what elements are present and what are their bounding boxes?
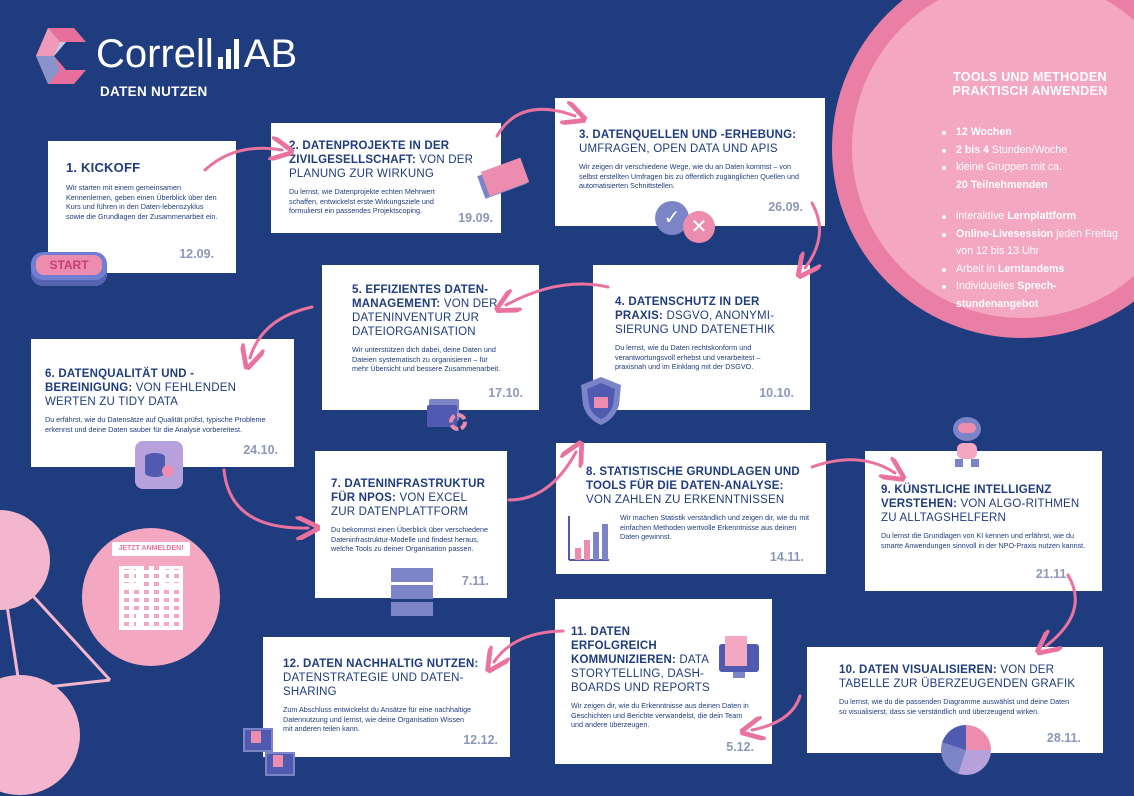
database-icon — [135, 441, 183, 489]
brand-name-part1: Correll — [96, 32, 214, 76]
file-sharing-icon — [243, 728, 295, 776]
module-text: Wir zeigen dir verschiedene Wege, wie du… — [579, 162, 800, 191]
check-x-bubbles-icon: ✓ ✕ — [653, 199, 719, 247]
module-title: 12. DATEN NACHHALTIG NUTZEN: DATENSTRATE… — [283, 658, 479, 698]
arrow-4-5 — [506, 282, 610, 305]
module-text: Du lernst, wie du Daten rechtskonform un… — [615, 343, 761, 372]
module-date: 28.11. — [1046, 731, 1081, 745]
module-text: Wir starten mit einem gemeinsamen Kennen… — [66, 183, 218, 221]
module-text: Zum Abschluss entwickelst du Ansätze für… — [283, 705, 472, 734]
report-monitor-icon — [717, 636, 761, 680]
module-date: 5.12. — [726, 740, 754, 754]
brand-tagline: DATEN NUTZEN — [100, 84, 208, 99]
module-date: 10.10. — [759, 386, 794, 400]
module-text: Du erfährst, wie du Datensätze auf Quali… — [45, 415, 266, 434]
module-card-10: 10. DATEN VISUALISIEREN: VON DER TABELLE… — [807, 647, 1103, 753]
arrow-2-3 — [495, 109, 575, 138]
brand-name-part2: AB — [243, 32, 298, 76]
module-title: 3. DATENQUELLEN UND -ERHEBUNG: UMFRAGEN,… — [579, 129, 797, 155]
robot-icon — [945, 413, 987, 469]
qr-code-icon — [119, 566, 183, 630]
module-card-3: 3. DATENQUELLEN UND -ERHEBUNG: UMFRAGEN,… — [555, 98, 825, 226]
module-text: Du lernst, wie du die passenden Diagramm… — [839, 697, 1070, 716]
module-date: 12.12. — [463, 733, 498, 747]
module-title: 1. KICKOFF — [66, 160, 141, 175]
module-title: 9. KÜNSTLICHE INTELLIGENZ VERSTEHEN: VON… — [881, 484, 1080, 524]
module-title: 6. DATENQUALITÄT UND -BEREINIGUNG: VON F… — [45, 368, 237, 408]
sidebar-list-1: 12 Wochen 2 bis 4 Stunden/Woche kleine G… — [940, 124, 1120, 194]
folders-gears-icon — [427, 395, 471, 435]
sidebar-item: 2 bis 4 Stunden/Woche — [940, 142, 1120, 160]
server-rack-icon — [391, 568, 433, 620]
bar-chart-icon — [567, 514, 611, 562]
arrow-10-11 — [752, 694, 802, 730]
arrow-9-10 — [1046, 573, 1077, 646]
module-date: 26.09. — [768, 200, 803, 214]
module-text: Wir machen Statistik verständlich und ze… — [620, 513, 809, 542]
module-title: 10. DATEN VISUALISIEREN: VON DER TABELLE… — [839, 664, 1076, 690]
arrow-7-8 — [507, 452, 576, 502]
module-text: Wir zeigen dir, wie du Erkenntnisse aus … — [571, 701, 749, 730]
sidebar-title: TOOLS UND METHODEN PRAKTISCH ANWENDEN — [952, 70, 1108, 98]
module-card-11: 11. DATEN ERFOLGREICH KOMMUNIZIEREN: DAT… — [555, 599, 772, 764]
module-date: 21.11. — [1035, 567, 1070, 581]
sidebar-item: interaktive Lernplattform — [940, 208, 1120, 226]
module-title: 7. DATENINFRASTRUKTUR FÜR NPOS: VON EXCE… — [331, 478, 486, 518]
arrow-3-4 — [805, 201, 820, 268]
arrow-8-9 — [810, 460, 895, 473]
module-text: Du lernst, wie Datenprojekte echten Mehr… — [289, 187, 435, 216]
module-card-12: 12. DATEN NACHHALTIG NUTZEN: DATENSTRATE… — [263, 637, 510, 757]
module-title: 8. STATISTISCHE GRUNDLAGEN UND TOOLS FÜR… — [586, 466, 800, 506]
module-date: 12.09. — [179, 247, 214, 261]
module-card-5: 5. EFFIZIENTES DATEN-MANAGEMENT: VON DER… — [322, 265, 539, 410]
decor-network — [0, 510, 112, 795]
module-text: Wir unterstützen dich dabei, deine Daten… — [352, 345, 501, 374]
sidebar-item: Individuelles Sprech-stundenangebot — [940, 278, 1120, 313]
module-title: 11. DATEN ERFOLGREICH KOMMUNIZIEREN: DAT… — [571, 626, 710, 694]
documents-icon — [476, 157, 530, 200]
module-card-8: 8. STATISTISCHE GRUNDLAGEN UND TOOLS FÜR… — [556, 443, 826, 574]
arrow-5-6 — [250, 305, 314, 358]
arrow-1-2 — [203, 148, 282, 172]
sidebar: TOOLS UND METHODEN PRAKTISCH ANWENDEN 12… — [940, 70, 1120, 313]
module-date: 24.10. — [243, 443, 278, 457]
brand-bars-icon — [216, 39, 242, 69]
signup-cta-label: JETZT ANMELDEN! — [112, 542, 190, 556]
sidebar-item: 12 Wochen — [940, 124, 1120, 142]
logo-mark-icon — [36, 28, 86, 84]
signup-cta[interactable]: JETZT ANMELDEN! — [82, 528, 220, 666]
module-card-2: 2. DATENPROJEKTE IN DER ZIVILGESELLSCHAF… — [271, 123, 501, 233]
module-card-4: 4. DATENSCHUTZ IN DER PRAXIS: DSGVO, ANO… — [593, 265, 810, 410]
sidebar-list-2: interaktive Lernplattform Online-Liveses… — [940, 208, 1120, 313]
module-text: Du lernst die Grundlagen von KI kennen u… — [881, 531, 1086, 550]
shield-lock-icon — [579, 375, 623, 427]
logo: Correll AB DATEN NUTZEN — [36, 28, 356, 108]
sidebar-item: Online-Livesession jeden Freitag von 12 … — [940, 226, 1120, 261]
module-title: 2. DATENPROJEKTE IN DER ZIVILGESELLSCHAF… — [289, 140, 474, 180]
decor-circle-inner — [852, 0, 1134, 318]
module-title: 4. DATENSCHUTZ IN DER PRAXIS: DSGVO, ANO… — [615, 296, 776, 336]
start-button[interactable]: START — [31, 252, 107, 286]
module-title: 5. EFFIZIENTES DATEN-MANAGEMENT: VON DER… — [352, 284, 498, 338]
sidebar-item: Arbeit in Lerntandems — [940, 261, 1120, 279]
start-button-label: START — [36, 255, 102, 275]
pie-chart-icon — [941, 725, 993, 777]
module-text: Du bekommst einen Überblick über verschi… — [331, 525, 489, 554]
module-card-1: 1. KICKOFF Wir starten mit einem gemeins… — [48, 141, 236, 273]
module-date: 19.09. — [458, 211, 493, 225]
module-date: 17.10. — [488, 386, 523, 400]
arrow-6-7 — [222, 468, 308, 528]
sidebar-item: kleine Gruppen mit ca. 20 Teilnehmenden — [940, 159, 1120, 194]
arrow-11-12 — [494, 629, 565, 662]
module-date: 7.11. — [461, 574, 489, 588]
module-date: 14.11. — [769, 550, 804, 564]
